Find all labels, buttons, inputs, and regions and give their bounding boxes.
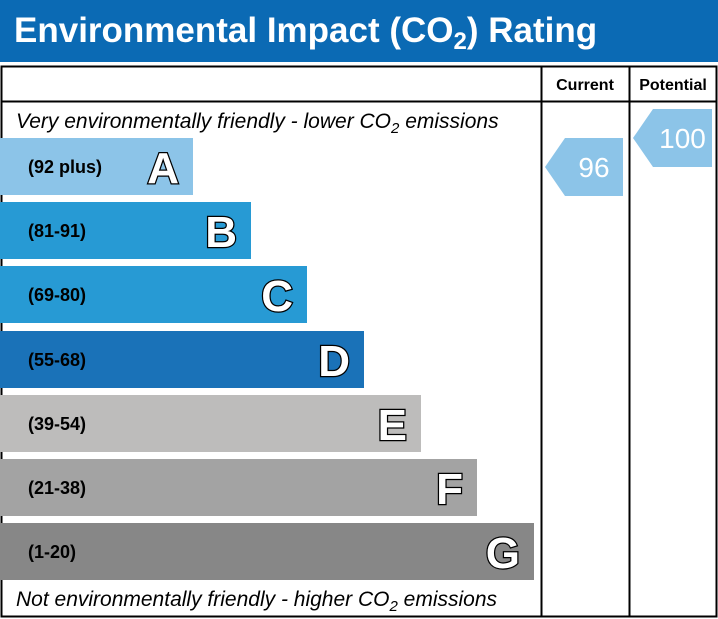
band-range: (81-91) bbox=[28, 221, 86, 241]
band-c: (69-80) C bbox=[0, 266, 307, 323]
band-range: (1-20) bbox=[28, 542, 76, 562]
band-a: (92 plus) A bbox=[0, 138, 193, 195]
band-bar bbox=[0, 459, 477, 516]
band-b: (81-91) B bbox=[0, 202, 251, 259]
band-range: (21-38) bbox=[28, 478, 86, 498]
band-bar bbox=[0, 138, 193, 195]
band-e: (39-54) E bbox=[0, 395, 421, 452]
potential-header: Potential bbox=[639, 77, 707, 94]
band-range: (55-68) bbox=[28, 350, 86, 370]
band-g: (1-20) G bbox=[0, 523, 534, 580]
current-rating-arrow-shape bbox=[545, 138, 623, 196]
band-range: (92 plus) bbox=[28, 157, 102, 177]
band-letter: E bbox=[378, 401, 407, 450]
band-range: (69-80) bbox=[28, 285, 86, 305]
top-note: Very environmentally friendly - lower CO… bbox=[16, 110, 499, 137]
current-rating-arrow-value: 96 bbox=[578, 152, 609, 183]
band-bar bbox=[0, 266, 307, 323]
current-rating-arrow: 96 bbox=[545, 138, 623, 196]
current-header: Current bbox=[556, 77, 614, 94]
band-letter: D bbox=[318, 337, 350, 386]
band-range: (39-54) bbox=[28, 414, 86, 434]
chart-title: Environmental Impact (CO2) Rating bbox=[14, 11, 597, 55]
potential-rating-arrow: 100 bbox=[633, 109, 712, 167]
band-bar bbox=[0, 523, 534, 580]
band-letter: B bbox=[205, 208, 237, 257]
band-bar bbox=[0, 395, 421, 452]
band-f: (21-38) F bbox=[0, 459, 477, 516]
band-bar bbox=[0, 202, 251, 259]
title-bar bbox=[0, 0, 718, 62]
band-letter: A bbox=[147, 144, 179, 193]
potential-rating-arrow-value: 100 bbox=[659, 123, 706, 154]
band-letter: F bbox=[436, 465, 463, 514]
potential-rating-arrow-shape bbox=[633, 109, 712, 167]
band-letter: G bbox=[486, 529, 520, 578]
band-letter: C bbox=[261, 272, 293, 321]
bottom-note: Not environmentally friendly - higher CO… bbox=[16, 588, 498, 615]
band-bar bbox=[0, 331, 364, 388]
band-d: (55-68) D bbox=[0, 331, 364, 388]
